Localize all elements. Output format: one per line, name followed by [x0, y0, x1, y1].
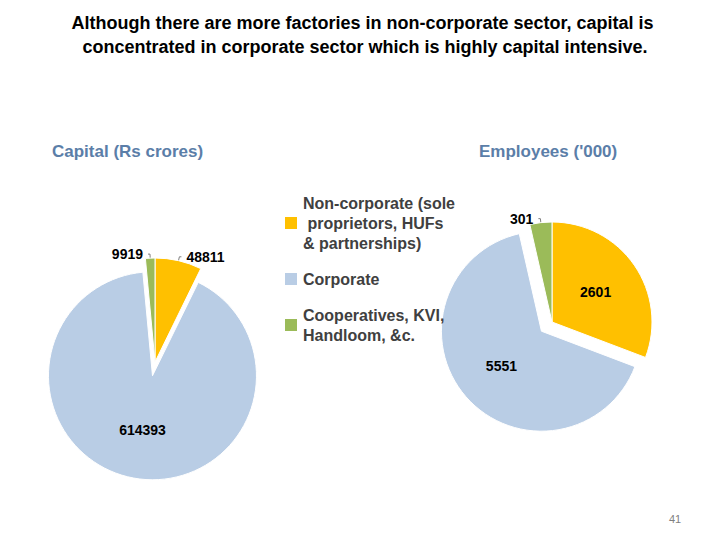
svg-text:Cooperatives, KVI,: Cooperatives, KVI, — [303, 307, 449, 324]
svg-text:Capital (Rs crores): Capital (Rs crores) — [52, 142, 203, 161]
svg-text:48811: 48811 — [186, 249, 224, 265]
svg-text:Employees ('000): Employees ('000) — [479, 142, 617, 161]
svg-text:2601: 2601 — [580, 284, 611, 300]
svg-text:concentrated in corporate sect: concentrated in corporate sector which i… — [82, 37, 647, 57]
svg-text:Non-corporate (sole: Non-corporate (sole — [303, 195, 455, 212]
svg-text:9919: 9919 — [112, 246, 143, 262]
svg-text:Handloom, &c.: Handloom, &c. — [303, 327, 415, 344]
svg-text:614393: 614393 — [119, 422, 166, 438]
svg-text:Corporate: Corporate — [303, 271, 380, 288]
svg-text:5551: 5551 — [486, 358, 517, 374]
svg-text:proprietors, HUFs: proprietors, HUFs — [303, 215, 448, 232]
svg-text:Although there are more factor: Although there are more factories in non… — [71, 13, 658, 33]
svg-text:41: 41 — [669, 513, 681, 525]
svg-text:301: 301 — [510, 211, 534, 227]
svg-text:& partnerships): & partnerships) — [303, 235, 421, 252]
